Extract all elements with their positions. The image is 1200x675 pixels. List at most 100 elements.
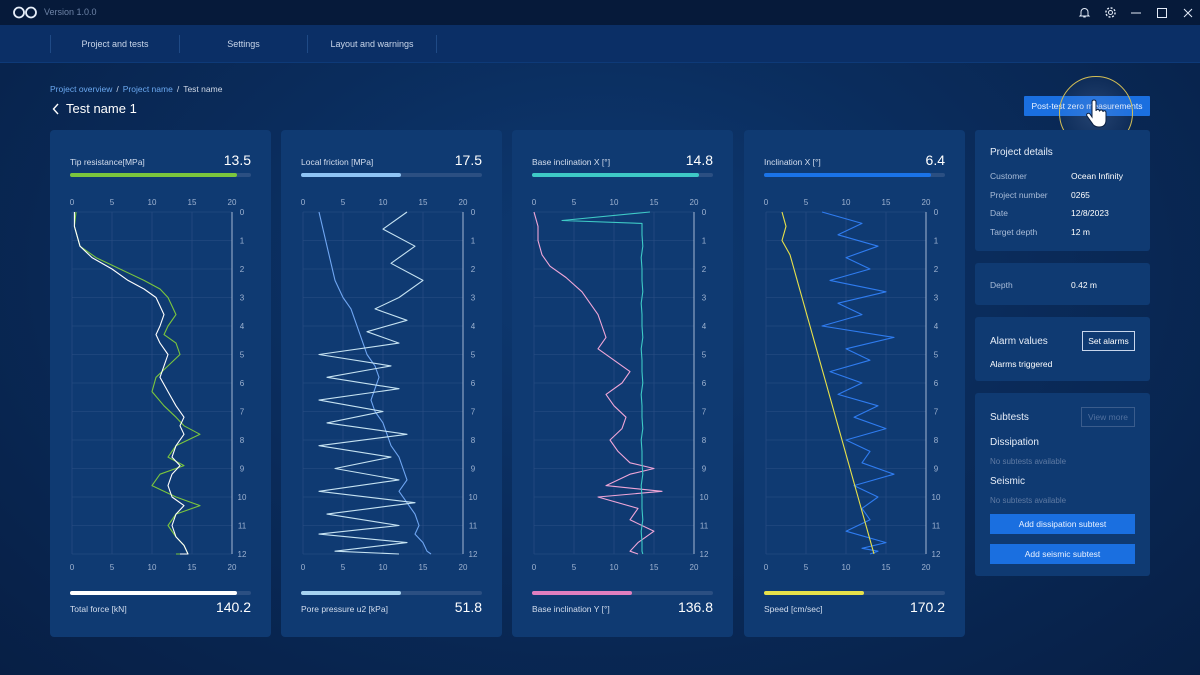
- series-line: [318, 211, 424, 555]
- metric-value: 14.8: [685, 152, 713, 168]
- app-version: Version 1.0.0: [44, 7, 97, 17]
- maximize-icon[interactable]: [1150, 0, 1174, 25]
- main-nav: Project and tests Settings Layout and wa…: [0, 25, 1200, 63]
- title-bar: Version 1.0.0: [0, 0, 1200, 25]
- depth-tick-label: 11: [238, 522, 247, 531]
- depth-tick-label: 3: [934, 294, 939, 303]
- subtest-empty-text: No subtests available: [990, 496, 1067, 505]
- detail-key: Project number: [990, 190, 1048, 200]
- metric-bar-fill: [70, 591, 237, 595]
- x-tick-label-top: 10: [842, 198, 851, 207]
- metric-bar: [764, 173, 945, 177]
- metric-bar-fill: [301, 591, 401, 595]
- x-tick-label-top: 5: [110, 198, 115, 207]
- detail-key: Customer: [990, 171, 1027, 181]
- depth-tick-label: 4: [702, 322, 707, 331]
- metric-label: Base inclination X [°]: [532, 157, 611, 167]
- x-tick-label-bottom: 0: [301, 563, 306, 572]
- subtest-empty-text: No subtests available: [990, 457, 1067, 466]
- chart-panel-inclination-x: Inclination X [°] 6.4 0 0 5 5 10 10 15 15 20 20 0 1…: [744, 130, 965, 637]
- x-tick-label-bottom: 10: [148, 563, 157, 572]
- metric-label: Pore pressure u2 [kPa]: [301, 604, 388, 614]
- metric-value: 51.8: [454, 599, 482, 615]
- metric-bar: [764, 591, 945, 595]
- x-tick-label-top: 0: [764, 198, 769, 207]
- depth-tick-label: 7: [471, 408, 476, 417]
- depth-tick-label: 2: [934, 265, 939, 274]
- project-details-card: Project details Customer Ocean Infinity …: [975, 130, 1150, 251]
- card-title: Subtests: [990, 412, 1029, 423]
- breadcrumb-test-name: Test name: [183, 84, 223, 94]
- depth-tick-label: 3: [240, 294, 245, 303]
- card-title: Project details: [990, 147, 1053, 158]
- bell-icon[interactable]: [1072, 0, 1096, 25]
- nav-settings[interactable]: Settings: [179, 35, 307, 53]
- metric-bar-fill: [532, 591, 632, 595]
- minimize-icon[interactable]: [1124, 0, 1148, 25]
- x-tick-label-top: 15: [419, 198, 428, 207]
- x-tick-label-top: 0: [70, 198, 75, 207]
- back-chevron-icon[interactable]: [52, 103, 60, 115]
- depth-tick-label: 6: [471, 379, 476, 388]
- depth-tick-label: 12: [932, 550, 941, 559]
- depth-card: Depth 0.42 m: [975, 263, 1150, 305]
- metric-value: 17.5: [454, 152, 482, 168]
- depth-tick-label: 9: [702, 465, 707, 474]
- card-title: Alarm values: [990, 336, 1048, 347]
- breadcrumb-project-overview[interactable]: Project overview: [50, 84, 113, 94]
- x-tick-label-bottom: 15: [650, 563, 659, 572]
- view-more-button[interactable]: View more: [1081, 407, 1135, 427]
- depth-tick-label: 8: [934, 436, 939, 445]
- subtests-card: Subtests View more Dissipation No subtes…: [975, 393, 1150, 576]
- add-dissipation-subtest-button[interactable]: Add dissipation subtest: [990, 514, 1135, 534]
- x-tick-label-top: 10: [148, 198, 157, 207]
- hand-pointer-icon: [1086, 99, 1107, 128]
- metric-bar-fill: [301, 173, 401, 177]
- chart-panel-local-friction: Local friction [MPa] 17.5 0 0 5 5 10 10 15 15 20…: [281, 130, 502, 637]
- x-tick-label-top: 10: [610, 198, 619, 207]
- series-line: [561, 211, 651, 555]
- page-title: Test name 1: [52, 101, 137, 116]
- depth-tick-label: 10: [238, 493, 247, 502]
- depth-tick-label: 4: [240, 322, 245, 331]
- series-line: [73, 211, 201, 555]
- metric-label: Speed [cm/sec]: [764, 604, 823, 614]
- depth-tick-label: 4: [471, 322, 476, 331]
- x-tick-label-top: 5: [572, 198, 577, 207]
- nav-project-and-tests[interactable]: Project and tests: [50, 35, 179, 53]
- x-tick-label-bottom: 20: [228, 563, 237, 572]
- depth-tick-label: 5: [934, 351, 939, 360]
- nav-layout-and-warnings[interactable]: Layout and warnings: [307, 35, 437, 53]
- depth-tick-label: 6: [702, 379, 707, 388]
- metric-label: Base inclination Y [°]: [532, 604, 610, 614]
- depth-tick-label: 8: [702, 436, 707, 445]
- x-tick-label-bottom: 20: [922, 563, 931, 572]
- subtest-group-title: Dissipation: [990, 437, 1039, 448]
- x-tick-label-top: 10: [379, 198, 388, 207]
- x-tick-label-top: 15: [188, 198, 197, 207]
- x-tick-label-top: 5: [341, 198, 346, 207]
- series-line: [73, 212, 189, 555]
- depth-tick-label: 12: [469, 550, 478, 559]
- set-alarms-button[interactable]: Set alarms: [1082, 331, 1135, 351]
- gear-icon[interactable]: [1098, 0, 1122, 25]
- depth-tick-label: 11: [700, 522, 709, 531]
- page-title-text: Test name 1: [66, 101, 137, 116]
- add-seismic-subtest-button[interactable]: Add seismic subtest: [990, 544, 1135, 564]
- depth-tick-label: 10: [932, 493, 941, 502]
- depth-value: 0.42 m: [1071, 280, 1097, 290]
- depth-tick-label: 7: [240, 408, 245, 417]
- x-tick-label-top: 20: [459, 198, 468, 207]
- depth-tick-label: 5: [702, 351, 707, 360]
- x-tick-label-top: 20: [228, 198, 237, 207]
- depth-tick-label: 2: [471, 265, 476, 274]
- breadcrumb-project-name[interactable]: Project name: [122, 84, 173, 94]
- close-icon[interactable]: [1176, 0, 1200, 25]
- x-tick-label-bottom: 0: [70, 563, 75, 572]
- depth-tick-label: 11: [932, 522, 941, 531]
- x-tick-label-bottom: 15: [419, 563, 428, 572]
- x-tick-label-top: 20: [690, 198, 699, 207]
- depth-tick-label: 1: [934, 237, 939, 246]
